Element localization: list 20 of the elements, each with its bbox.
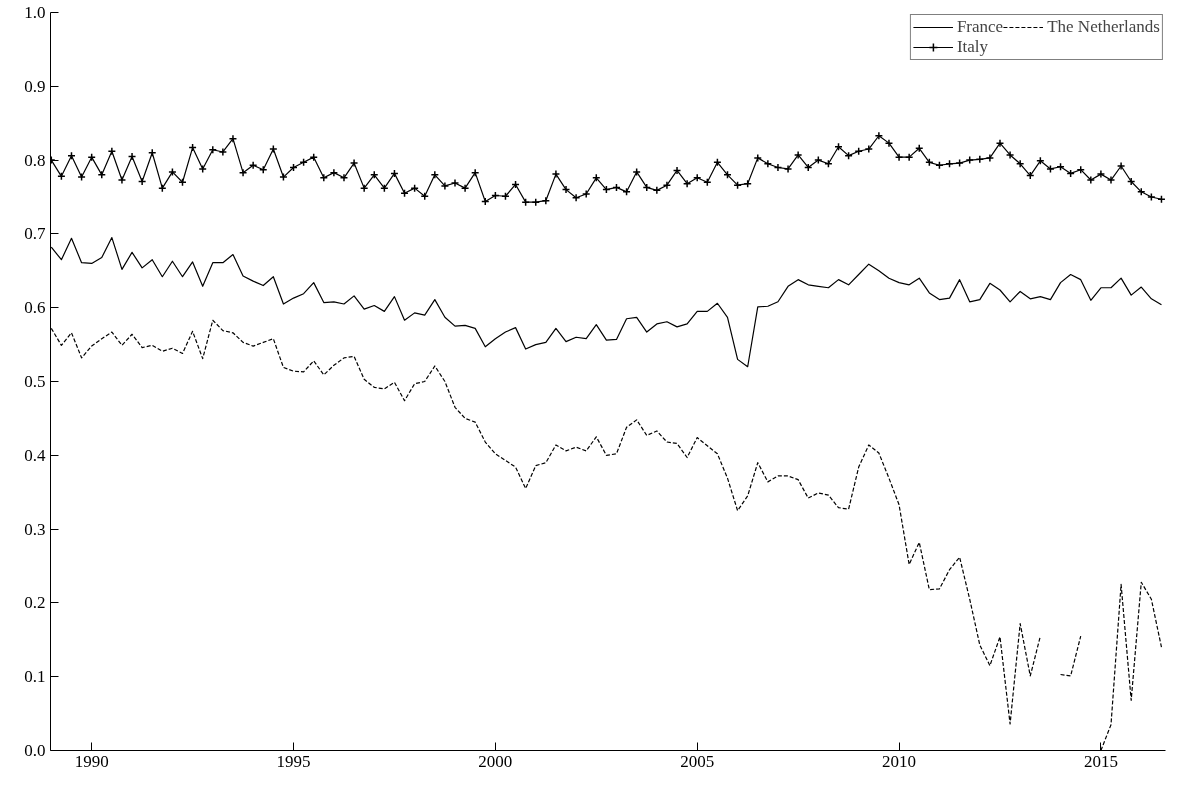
y-tick-label: 0.7 [24, 224, 46, 244]
legend-label: The Netherlands [1047, 17, 1160, 37]
x-tick-label: 2015 [1083, 751, 1118, 771]
x-tick-label: 1990 [74, 751, 109, 771]
y-tick-label: 0.0 [24, 741, 46, 760]
y-tick-label: 0.6 [24, 298, 46, 318]
x-tick-label: 2000 [478, 751, 513, 771]
y-tick-label: 0.5 [24, 372, 46, 391]
x-tick-label: 2010 [882, 751, 917, 771]
y-tick-label: 1.0 [24, 3, 46, 22]
y-tick-label: 0.3 [24, 519, 46, 539]
x-tick-label: 1995 [276, 751, 311, 771]
y-tick-label: 0.4 [24, 445, 46, 465]
y-tick-label: 0.2 [24, 593, 46, 613]
y-tick-label: 0.8 [24, 150, 46, 170]
y-tick-label: 0.1 [24, 667, 46, 687]
x-tick-label: 2005 [680, 751, 715, 771]
y-tick-label: 0.9 [24, 76, 46, 96]
legend-label: France [956, 17, 1004, 37]
legend-label: Italy [956, 37, 989, 57]
